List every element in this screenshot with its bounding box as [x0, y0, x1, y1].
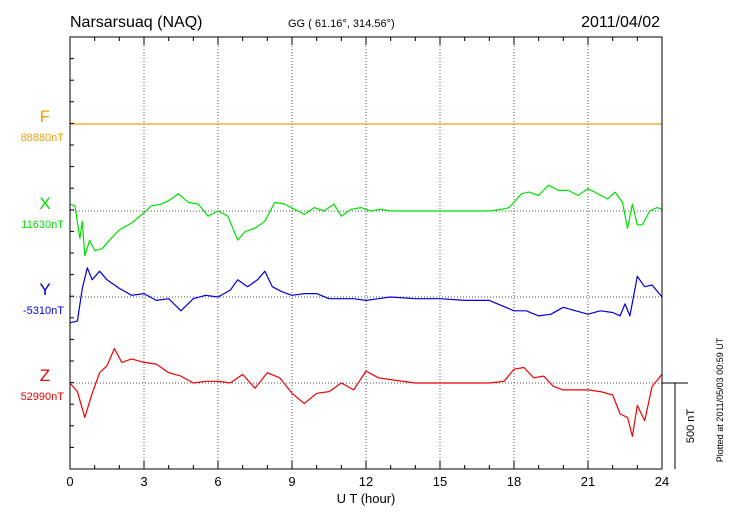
x-tick-label: 15 [433, 474, 447, 489]
x-tick-label: 9 [288, 474, 295, 489]
x-tick-label: 12 [359, 474, 373, 489]
series-baseline-f: 88880nT [21, 132, 65, 144]
data-series [69, 123, 663, 437]
series-name-y: Y [39, 280, 50, 299]
grid-lines [70, 37, 662, 469]
series-line-y [69, 267, 663, 324]
plotted-timestamp: Plotted at 2011/05/03 00:59 UT [715, 337, 725, 462]
x-ticks: 0 3 6 9 12 15 18 21 24 [66, 36, 669, 489]
series-name-z: Z [40, 366, 50, 385]
x-tick-label: 3 [140, 474, 147, 489]
series-line-x [69, 184, 663, 257]
series-name-f: F [40, 107, 50, 126]
x-tick-label: 21 [581, 474, 595, 489]
x-tick-label: 24 [655, 474, 669, 489]
x-tick-label: 0 [66, 474, 73, 489]
scale-bar: 500 nT [662, 382, 697, 469]
series-baseline-x: 11630nT [21, 219, 64, 231]
series-labels: F 88880nT X 11630nT Y -5310nT Z 52990nT [21, 107, 65, 403]
x-axis-label: U T (hour) [337, 491, 396, 506]
date-label: 2011/04/02 [581, 14, 660, 31]
series-baseline-z: 52990nT [21, 391, 65, 403]
x-tick-label: 6 [214, 474, 221, 489]
series-line-z [69, 348, 663, 437]
station-title: Narsarsuaq (NAQ) [70, 14, 202, 31]
x-tick-label: 18 [507, 474, 521, 489]
scale-bar-label: 500 nT [685, 409, 697, 444]
series-name-x: X [39, 194, 50, 213]
series-baseline-y: -5310nT [23, 305, 64, 317]
station-coordinates: GG ( 61.16°, 314.56°) [288, 18, 395, 30]
